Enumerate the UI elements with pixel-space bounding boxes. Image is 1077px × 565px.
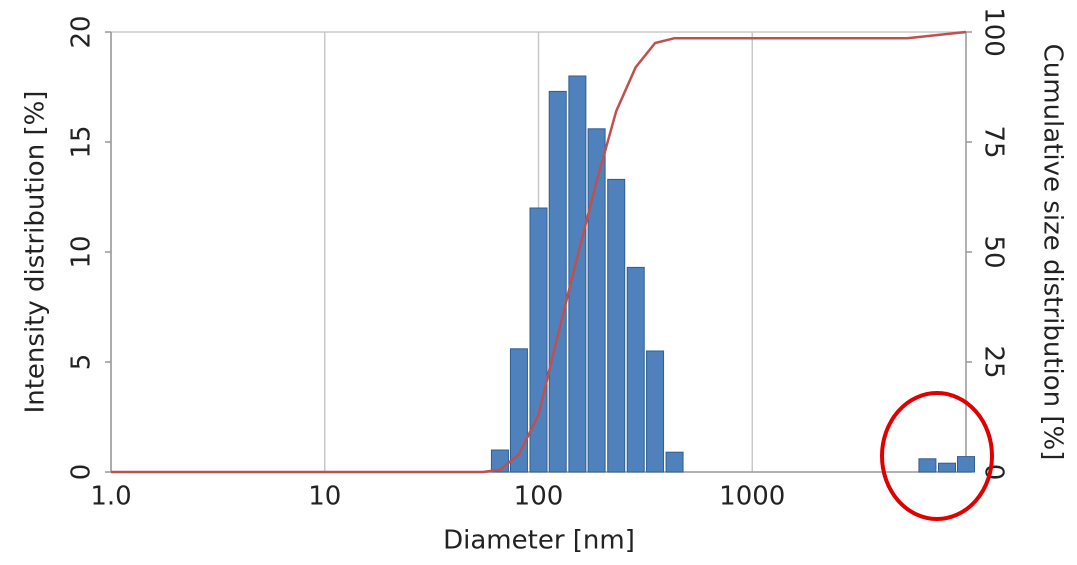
bar — [938, 462, 957, 473]
x-tick-label: 10 — [308, 482, 341, 512]
y2-tick-label: 50 — [979, 235, 1009, 268]
bar — [646, 350, 665, 473]
y-tick-label: 20 — [67, 15, 97, 48]
bar — [548, 90, 567, 473]
cumulative-line — [111, 30, 967, 474]
y-axis-title: Intensity distribution [%] — [21, 91, 51, 414]
bar — [665, 451, 684, 473]
x-tick-label: 100 — [514, 482, 564, 512]
x-tick-label: 1.0 — [90, 482, 131, 512]
x-axis-title: Diameter [nm] — [443, 526, 635, 556]
y-tick-label: 5 — [67, 354, 97, 371]
bar — [529, 207, 548, 473]
bar — [626, 266, 645, 473]
bar — [568, 75, 587, 473]
y2-tick-label: 100 — [979, 7, 1009, 57]
y2-tick-label: 75 — [979, 125, 1009, 158]
highlight-circle — [880, 391, 994, 521]
bar — [509, 348, 528, 473]
x-tick-label: 1000 — [719, 482, 785, 512]
bar — [607, 178, 626, 473]
y-tick-label: 0 — [67, 464, 97, 481]
y2-axis-title: Cumulative size distribution [%] — [1038, 44, 1068, 461]
y-tick-label: 10 — [67, 235, 97, 268]
y2-tick-label: 0 — [979, 464, 1009, 481]
bar — [587, 128, 606, 473]
bar — [918, 458, 937, 473]
y-tick-label: 15 — [67, 125, 97, 158]
y2-tick-label: 25 — [979, 345, 1009, 378]
bar — [957, 456, 975, 473]
